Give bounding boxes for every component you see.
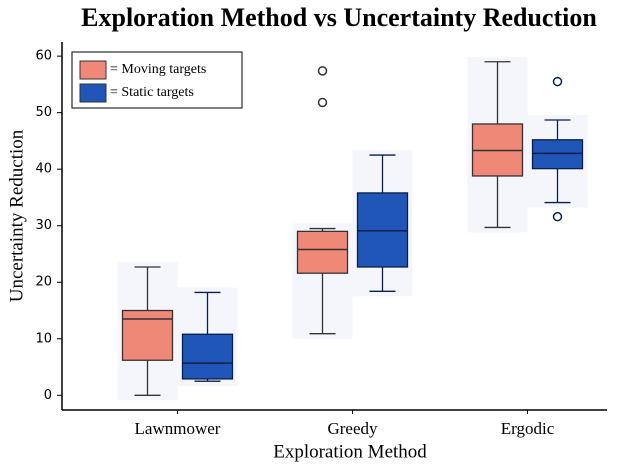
outlier xyxy=(552,76,563,87)
outlier xyxy=(552,211,563,222)
x-tick-label: Greedy xyxy=(327,419,378,438)
chart-title: Exploration Method vs Uncertainty Reduct… xyxy=(81,3,597,32)
outlier xyxy=(317,97,328,108)
legend-label: = Moving targets xyxy=(110,62,206,77)
y-tick-label: 30 xyxy=(35,218,52,233)
box xyxy=(181,333,234,380)
box xyxy=(531,139,584,170)
y-tick-label: 60 xyxy=(35,49,52,64)
y-tick-label: 0 xyxy=(44,388,52,403)
box xyxy=(296,230,349,274)
y-axis-label: Uncertainty Reduction xyxy=(6,129,27,302)
legend-label: = Static targets xyxy=(110,85,194,100)
legend-swatch xyxy=(79,60,107,80)
y-tick-label: 10 xyxy=(35,331,52,346)
legend-swatch xyxy=(79,83,107,103)
x-tick-label: Lawnmower xyxy=(135,419,221,438)
y-tick-label: 40 xyxy=(35,162,52,177)
x-tick-label: Ergodic xyxy=(501,419,555,438)
y-tick-label: 20 xyxy=(35,275,52,290)
outlier xyxy=(317,66,328,76)
box xyxy=(356,192,409,268)
box xyxy=(121,309,174,361)
x-axis-label: Exploration Method xyxy=(273,441,427,462)
y-tick-label: 50 xyxy=(35,105,52,120)
